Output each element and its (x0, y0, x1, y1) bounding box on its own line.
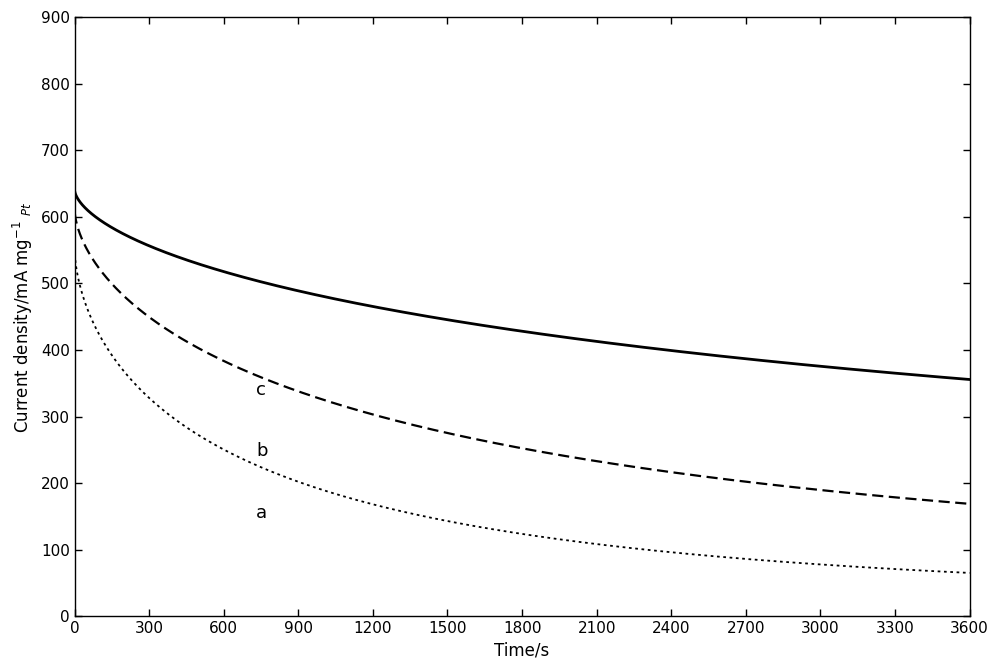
Y-axis label: Current density/mA mg$^{-1}$ $_{Pt}$: Current density/mA mg$^{-1}$ $_{Pt}$ (11, 201, 35, 433)
Text: a: a (256, 504, 267, 522)
Text: b: b (256, 442, 268, 460)
X-axis label: Time/s: Time/s (494, 642, 550, 660)
Text: c: c (256, 381, 266, 399)
